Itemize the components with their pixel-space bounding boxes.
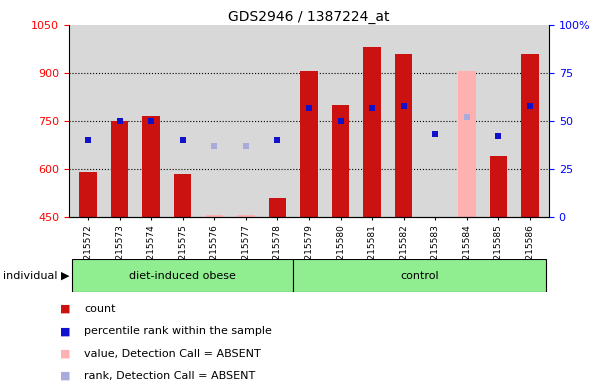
Bar [332, 105, 349, 217]
Text: count: count [84, 304, 116, 314]
Bar [142, 116, 160, 217]
Bar [521, 54, 539, 217]
Text: value, Detection Call = ABSENT: value, Detection Call = ABSENT [84, 349, 261, 359]
Bar [301, 71, 317, 217]
Bar [72, 259, 293, 292]
Bar [269, 198, 286, 217]
Bar [293, 259, 546, 292]
Text: diet-induced obese: diet-induced obese [129, 270, 236, 281]
Bar [174, 174, 191, 217]
Text: ■: ■ [60, 304, 71, 314]
Bar [490, 156, 507, 217]
Text: percentile rank within the sample: percentile rank within the sample [84, 326, 272, 336]
Bar [237, 215, 254, 217]
Text: ■: ■ [60, 326, 71, 336]
Bar [458, 71, 476, 217]
Bar [206, 215, 223, 217]
Bar [111, 121, 128, 217]
Text: ■: ■ [60, 371, 71, 381]
Text: ■: ■ [60, 349, 71, 359]
Bar [364, 47, 381, 217]
Text: individual ▶: individual ▶ [3, 270, 70, 281]
Text: rank, Detection Call = ABSENT: rank, Detection Call = ABSENT [84, 371, 255, 381]
Title: GDS2946 / 1387224_at: GDS2946 / 1387224_at [228, 10, 390, 24]
Text: control: control [400, 270, 439, 281]
Bar [79, 172, 97, 217]
Bar [395, 54, 412, 217]
